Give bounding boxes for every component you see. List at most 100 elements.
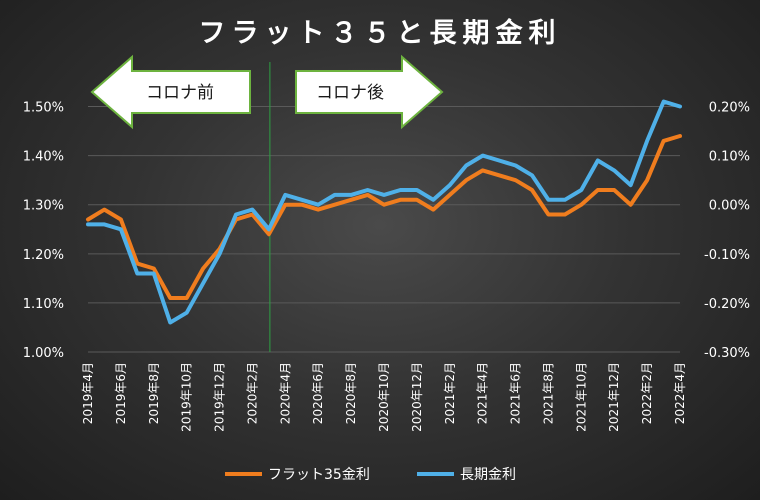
data-point (612, 188, 616, 192)
data-point (316, 203, 320, 207)
data-point (612, 168, 616, 172)
data-point (448, 193, 452, 197)
data-point (382, 193, 386, 197)
x-tick-label: 2021年4月 (476, 362, 490, 424)
data-point (185, 296, 189, 300)
data-point (119, 217, 123, 221)
x-tick-label: 2019年4月 (81, 362, 95, 424)
data-point (349, 198, 353, 202)
arrow-after-label: コロナ後 (316, 83, 384, 103)
data-point (201, 267, 205, 271)
left-arrow-icon (90, 54, 251, 130)
data-point (448, 183, 452, 187)
arrow-before: コロナ前 (90, 54, 251, 130)
y-right-tick-label: 0.10% (709, 150, 750, 165)
y-right-tick-label: -0.20% (704, 297, 750, 312)
x-tick-label: 2021年12月 (607, 362, 621, 432)
data-point (119, 227, 123, 231)
data-point (250, 213, 254, 217)
data-point (300, 198, 304, 202)
data-point (464, 178, 468, 182)
x-tick-label: 2019年6月 (114, 362, 128, 424)
data-point (579, 188, 583, 192)
data-point (645, 178, 649, 182)
data-point (546, 198, 550, 202)
legend-item-flat35: フラット35金利 (225, 467, 370, 483)
legend-label-long-term-rate: 長期金利 (460, 467, 516, 483)
y-right-tick-label: -0.10% (704, 248, 750, 263)
data-point (415, 188, 419, 192)
data-point (366, 188, 370, 192)
data-point (86, 222, 90, 226)
x-tick-label: 2020年6月 (311, 362, 325, 424)
arrow-before-label: コロナ前 (146, 83, 214, 103)
data-point (662, 139, 666, 143)
data-point (481, 154, 485, 158)
legend: フラット35金利 長期金利 (225, 467, 516, 483)
y-left-tick-label: 1.50% (23, 101, 64, 116)
right-arrow-icon (295, 54, 444, 130)
series-line-flat35 (86, 134, 682, 300)
data-point (514, 178, 518, 182)
data-point (316, 208, 320, 212)
x-tick-label: 2022年4月 (673, 362, 687, 424)
legend-item-long-term-rate: 長期金利 (417, 467, 516, 483)
data-point (678, 105, 682, 109)
x-tick-label: 2020年2月 (245, 362, 259, 424)
data-point (185, 311, 189, 315)
data-point (431, 208, 435, 212)
x-tick-label: 2021年8月 (541, 362, 555, 424)
data-point (267, 232, 271, 236)
y-left-tick-label: 1.00% (23, 346, 64, 361)
data-point (514, 163, 518, 167)
y-right-tick-label: 0.00% (709, 199, 750, 214)
x-axis: 2019年4月 2019年6月 2019年8月 2019年10月 2019年12月 202… (81, 362, 687, 432)
data-point (102, 222, 106, 226)
data-point (563, 213, 567, 217)
y-right-tick-label: 0.20% (709, 101, 750, 116)
data-point (596, 188, 600, 192)
series-line-long-term-rate (86, 99, 682, 325)
series-lines (86, 99, 682, 325)
data-point (530, 188, 534, 192)
data-point (629, 183, 633, 187)
data-point (382, 203, 386, 207)
data-point (283, 193, 287, 197)
data-point (464, 163, 468, 167)
x-tick-label: 2021年6月 (509, 362, 523, 424)
data-point (497, 159, 501, 163)
x-tick-label: 2019年12月 (213, 362, 227, 432)
data-point (349, 193, 353, 197)
data-point (135, 262, 139, 266)
y-left-tick-label: 1.10% (23, 297, 64, 312)
data-point (398, 188, 402, 192)
data-point (497, 173, 501, 177)
x-tick-label: 2019年10月 (180, 362, 194, 432)
x-tick-label: 2020年8月 (344, 362, 358, 424)
data-point (431, 198, 435, 202)
data-point (86, 217, 90, 221)
x-tick-label: 2020年12月 (410, 362, 424, 432)
data-point (250, 208, 254, 212)
y-left-tick-label: 1.20% (23, 248, 64, 263)
data-point (579, 203, 583, 207)
y-right-tick-label: -0.30% (704, 346, 750, 361)
data-point (102, 208, 106, 212)
data-point (283, 203, 287, 207)
data-point (267, 227, 271, 231)
data-point (234, 213, 238, 217)
data-point (596, 159, 600, 163)
data-point (168, 321, 172, 325)
data-point (629, 203, 633, 207)
y-axis-left: 1.00% 1.10% 1.20% 1.30% 1.40% 1.50% (23, 101, 64, 361)
data-point (678, 134, 682, 138)
x-tick-label: 2020年10月 (377, 362, 391, 432)
data-point (218, 252, 222, 256)
arrow-after: コロナ後 (295, 54, 444, 130)
chart-title: フラット３５と長期金利 (199, 17, 562, 49)
data-point (530, 173, 534, 177)
data-point (333, 193, 337, 197)
data-point (152, 267, 156, 271)
